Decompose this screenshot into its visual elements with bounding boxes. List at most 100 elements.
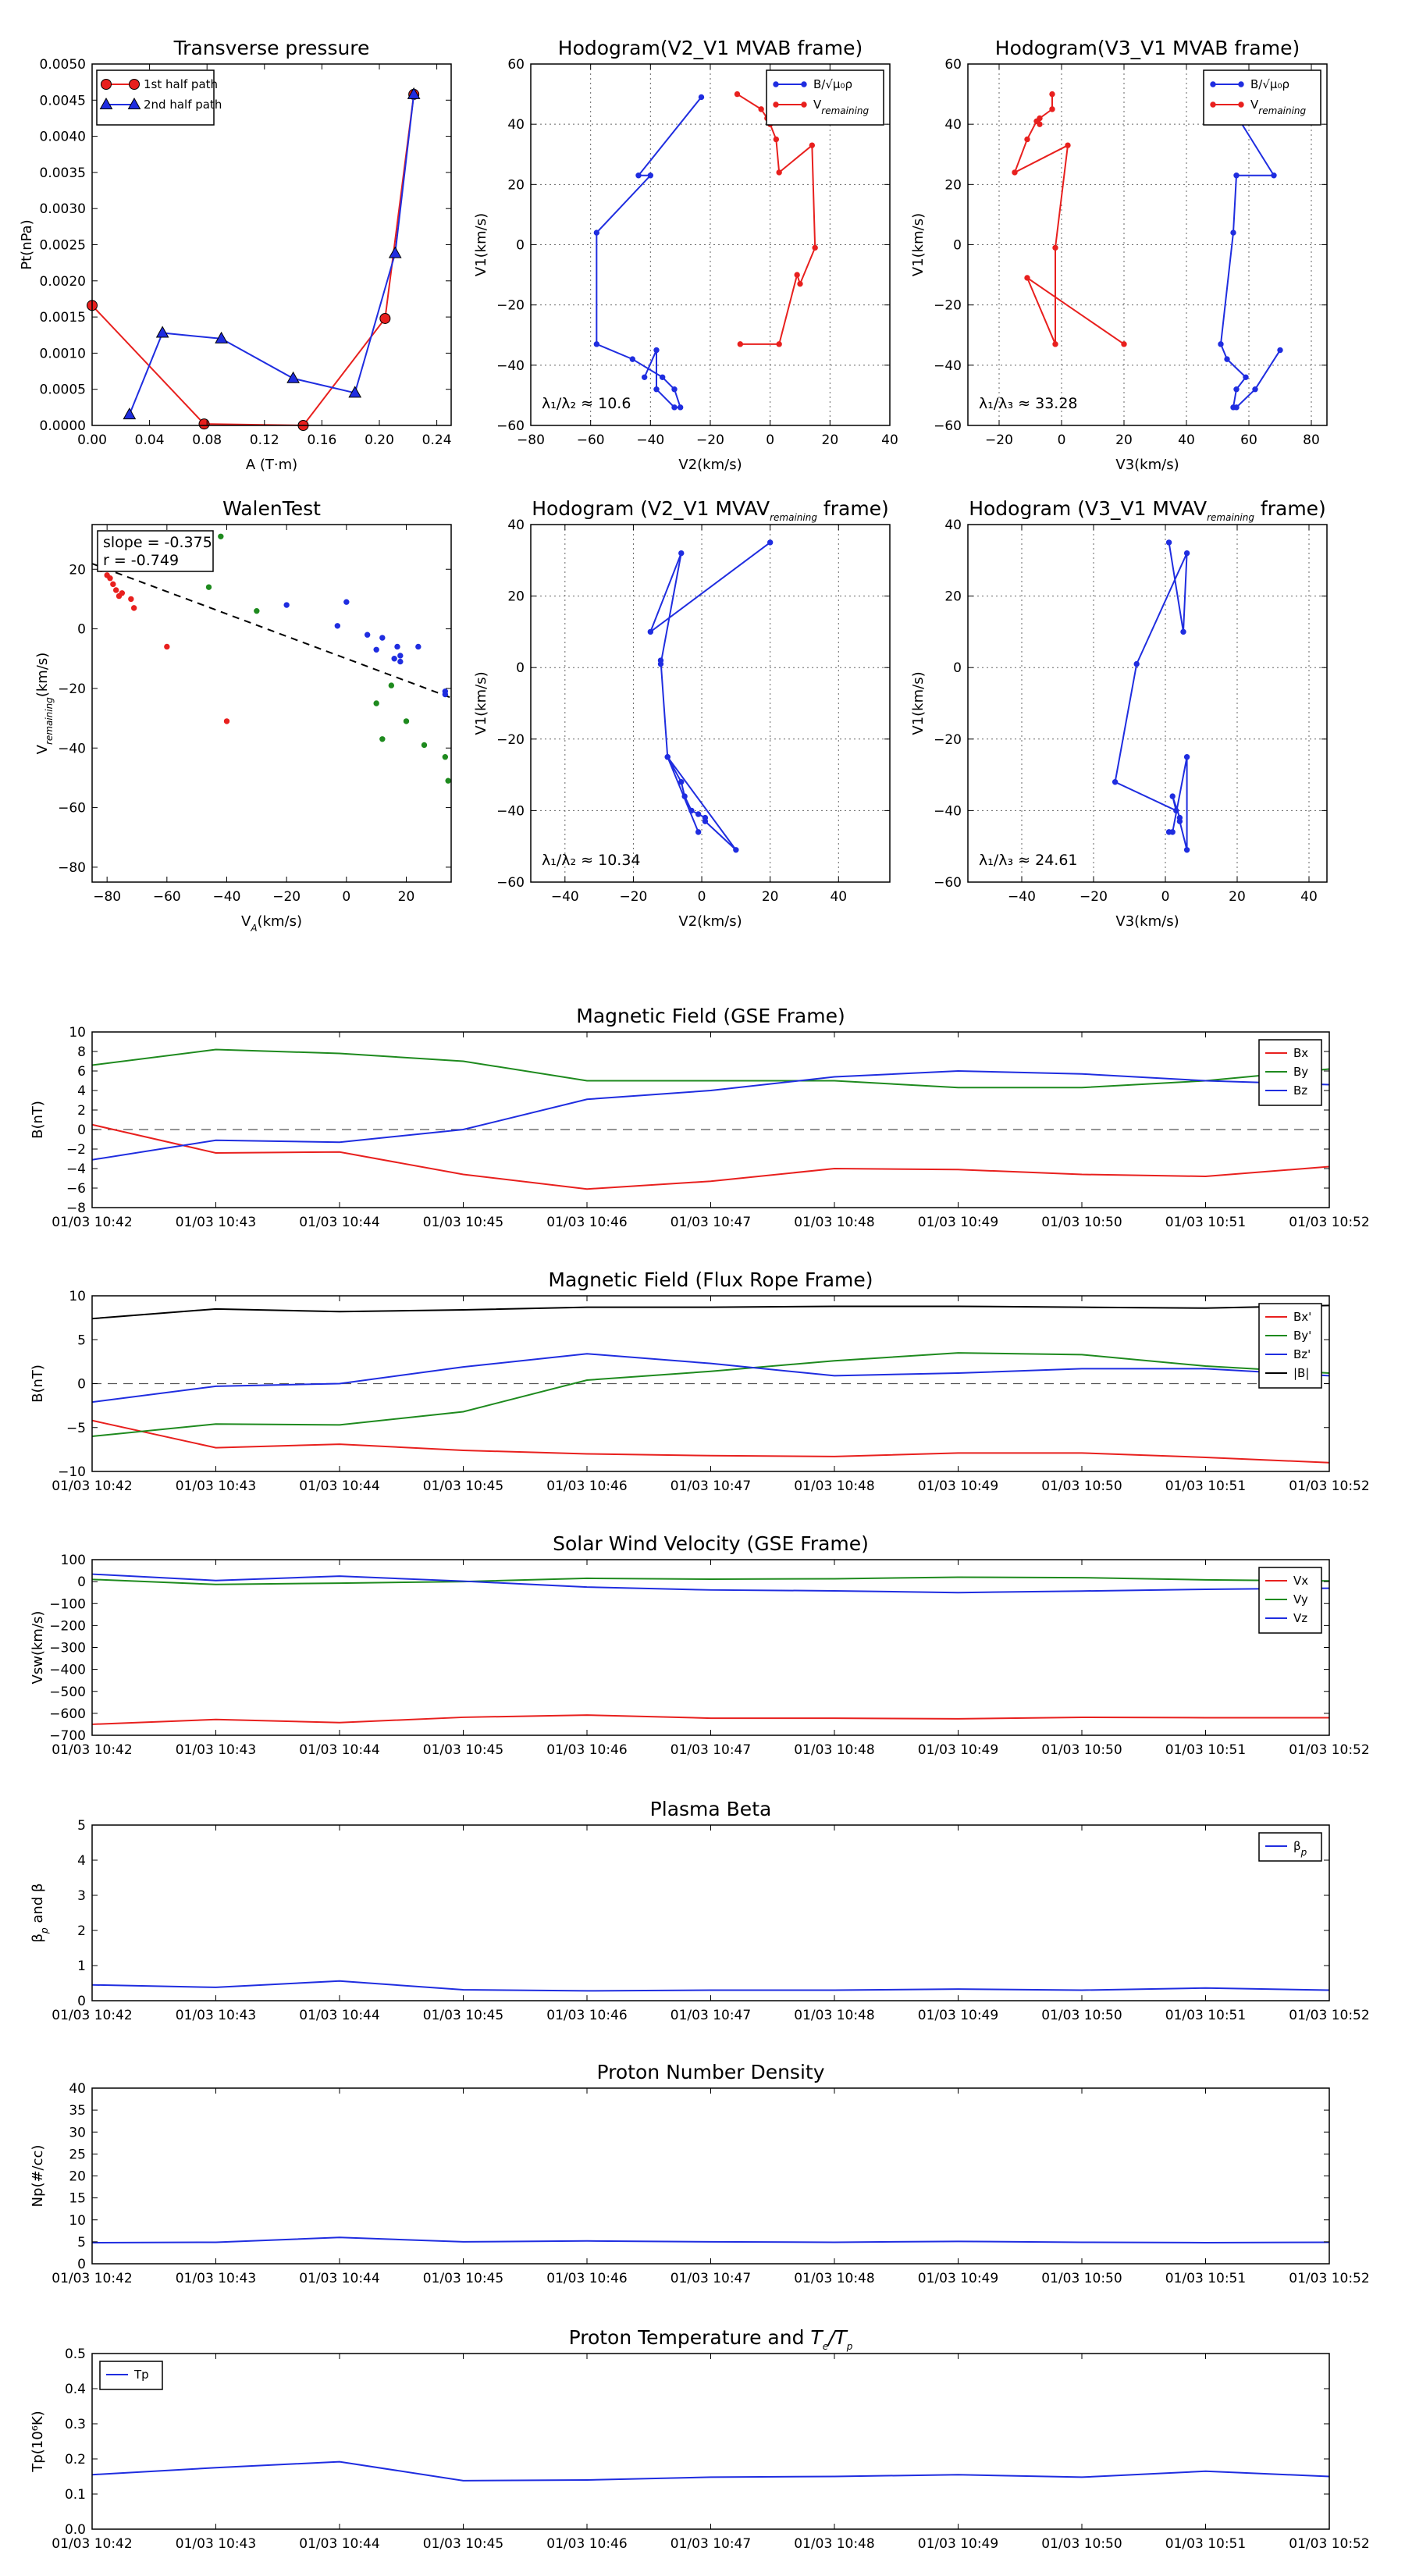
- x-tick-label: 01/03 10:48: [794, 2008, 874, 2023]
- y-tick-label: −300: [49, 1641, 86, 1656]
- data-point: [1121, 341, 1127, 347]
- x-tick-label: 01/03 10:52: [1289, 2008, 1369, 2023]
- data-point: [797, 280, 803, 287]
- data-point: [733, 847, 739, 853]
- x-axis-label: A (T·m): [246, 457, 297, 473]
- y-tick-label: 0.1: [65, 2487, 86, 2503]
- y-tick-label: 35: [69, 2103, 86, 2119]
- y-tick-label: 25: [69, 2147, 86, 2162]
- x-tick-label: −20: [985, 432, 1013, 448]
- data-point: [776, 341, 782, 347]
- y-tick-label: −40: [934, 803, 962, 819]
- sw_velocity-panel: Solar Wind Velocity (GSE Frame) 01/03 10:…: [30, 1532, 1370, 1758]
- y-tick-label: 0.0015: [40, 310, 86, 326]
- legend-marker: [773, 81, 779, 87]
- data-point: [659, 374, 666, 380]
- x-axis-label: V3(km/s): [1115, 913, 1179, 930]
- x-tick-label: −20: [272, 889, 301, 905]
- legend-label: By': [1293, 1329, 1311, 1343]
- data-point: [695, 811, 702, 817]
- x-tick-label: 40: [830, 889, 847, 905]
- data-point: [379, 635, 386, 641]
- y-tick-label: 2: [77, 1923, 86, 1939]
- y-tick-label: 6: [77, 1064, 86, 1080]
- data-point: [641, 374, 648, 380]
- y-tick-label: 10: [69, 2213, 86, 2229]
- x-tick-label: 01/03 10:46: [546, 1215, 627, 1230]
- x-tick-label: 01/03 10:49: [918, 2271, 998, 2286]
- x-tick-label: 01/03 10:43: [176, 2008, 256, 2023]
- y-tick-label: 15: [69, 2191, 86, 2207]
- data-point: [1277, 347, 1283, 354]
- data-point: [373, 646, 379, 653]
- y-tick-label: −20: [58, 681, 86, 697]
- y-tick-label: 5: [77, 1332, 86, 1348]
- y-tick-label: −60: [934, 418, 962, 434]
- x-tick-label: 0.08: [192, 432, 222, 448]
- hodogram_v2_v1_mvav-panel: Hodogram (V2_V1 MVAVremaining frame) −40 −…: [473, 497, 891, 930]
- walen_test-title: WalenTest: [222, 497, 321, 520]
- y-tick-label: 5: [77, 1818, 86, 1834]
- x-tick-label: 01/03 10:50: [1041, 1215, 1122, 1230]
- x-tick-label: −60: [577, 432, 605, 448]
- x-tick-label: 01/03 10:47: [670, 2536, 751, 2552]
- data-point: [421, 742, 428, 749]
- x-tick-label: 01/03 10:43: [176, 1742, 256, 1758]
- data-point: [1049, 91, 1055, 98]
- data-point: [657, 657, 664, 664]
- y-tick-label: −40: [496, 803, 525, 819]
- x-tick-label: 01/03 10:50: [1041, 2536, 1122, 2552]
- x-axis-label: V2(km/s): [678, 457, 742, 473]
- y-tick-label: 3: [77, 1888, 86, 1904]
- data-point: [391, 656, 397, 662]
- y-axis-label: Pt(nPa): [19, 219, 35, 269]
- data-point: [407, 87, 421, 99]
- x-tick-label: 01/03 10:52: [1289, 1478, 1369, 1494]
- data-point: [702, 818, 709, 824]
- y-tick-label: −40: [58, 741, 86, 756]
- series-line-Vy: [91, 1576, 1330, 1585]
- x-tick-label: 01/03 10:45: [423, 2008, 503, 2023]
- x-tick-label: 01/03 10:46: [546, 2008, 627, 2023]
- axes-frame: [967, 524, 1328, 883]
- x-tick-label: 01/03 10:45: [423, 1215, 503, 1230]
- y-tick-label: 60: [507, 57, 525, 73]
- y-tick-label: 0.0: [65, 2522, 86, 2538]
- data-point: [397, 658, 404, 665]
- y-tick-label: 0.0005: [40, 382, 86, 398]
- legend-label: 2nd half path: [144, 98, 222, 112]
- y-tick-label: 10: [69, 1025, 86, 1041]
- series-line-1st half path: [92, 94, 415, 425]
- data-point: [1252, 386, 1258, 393]
- x-tick-label: −40: [213, 889, 241, 905]
- data-point: [1233, 386, 1240, 393]
- x-tick-label: 0.16: [307, 432, 336, 448]
- hodogram_v3_v1_mvav-panel: Hodogram (V3_V1 MVAVremaining frame) −40 −…: [910, 497, 1328, 930]
- y-tick-label: 0.0000: [40, 418, 86, 434]
- y-tick-label: 40: [944, 117, 962, 133]
- y-tick-label: 0.0025: [40, 238, 86, 254]
- x-tick-label: 01/03 10:44: [299, 1215, 379, 1230]
- y-tick-label: −20: [934, 732, 962, 748]
- data-point: [1224, 356, 1230, 362]
- legend-marker: [1238, 81, 1244, 87]
- sw_velocity-title: Solar Wind Velocity (GSE Frame): [553, 1532, 869, 1555]
- data-point: [737, 341, 744, 347]
- data-point: [1169, 793, 1176, 799]
- plasma_beta-panel: Plasma Beta 01/03 10:42 01/03 10:43 01/03 1…: [30, 1798, 1370, 2023]
- y-axis-label: Vsw(km/s): [30, 1611, 46, 1685]
- data-point: [155, 326, 169, 338]
- data-point: [794, 272, 800, 278]
- mag_gse-panel: Magnetic Field (GSE Frame) 01/03 10:42 01/…: [30, 1005, 1370, 1230]
- x-tick-label: 0: [1058, 432, 1066, 448]
- mag_fr-title: Magnetic Field (Flux Rope Frame): [548, 1268, 873, 1291]
- series-line-Tp: [91, 2460, 1330, 2482]
- data-point: [812, 244, 818, 251]
- y-tick-label: 0: [77, 2257, 86, 2272]
- data-point: [1033, 118, 1040, 125]
- data-point: [678, 550, 685, 557]
- legend-marker: [127, 97, 141, 109]
- x-tick-label: 01/03 10:43: [176, 2536, 256, 2552]
